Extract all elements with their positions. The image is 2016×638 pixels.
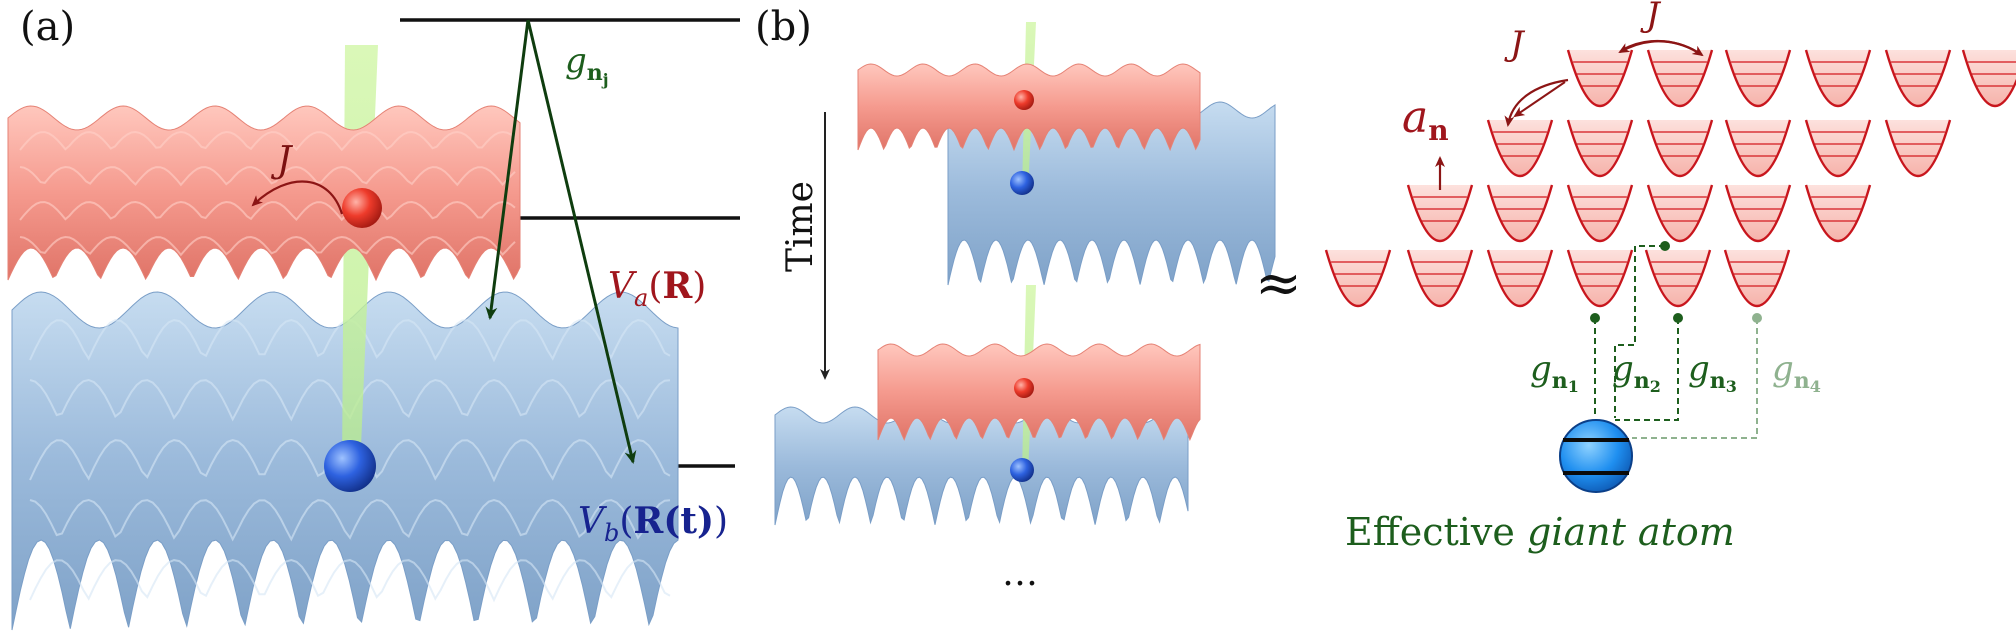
- lattice-ridge: [19, 130, 516, 152]
- well-0-1: [1646, 49, 1714, 108]
- connection-3: [1615, 318, 1679, 421]
- well-1-4: [1804, 119, 1872, 178]
- well-1-2: [1646, 119, 1714, 178]
- panel-b-label: (b): [755, 4, 812, 50]
- panel-a-label: (a): [20, 4, 75, 50]
- connection-4-dot: [1752, 313, 1762, 323]
- time-label: Time: [780, 181, 821, 272]
- well-2-3: [1646, 184, 1714, 243]
- hop-arrow-b2-back: [1618, 40, 1703, 56]
- blue-atom: [324, 440, 376, 492]
- well-1-5: [1884, 119, 1952, 178]
- coupling-label-3: gn3: [1688, 349, 1737, 396]
- well-2-4: [1724, 184, 1792, 243]
- well-3-0: [1324, 249, 1392, 308]
- well-3-2: [1486, 249, 1554, 308]
- lattice-ridge: [19, 165, 516, 187]
- snapshot-1-blue-atom: [1010, 171, 1034, 195]
- snapshot-2: [774, 285, 1201, 526]
- red-atom: [342, 188, 382, 228]
- coupling-label-1: gn1: [1530, 349, 1579, 396]
- potential-a-label: Va(R): [608, 265, 706, 312]
- well-0-5: [1961, 49, 2016, 108]
- hop-arrow-b1-body: [1504, 78, 1569, 127]
- coupling-label-g: gnj: [565, 41, 609, 89]
- coupling-arrow-2: [526, 19, 637, 464]
- well-3-3: [1566, 249, 1634, 308]
- coupling-connections: [1590, 241, 1762, 439]
- well-3-1: [1406, 249, 1474, 308]
- lattice-ridge: [19, 235, 516, 257]
- coupling-label-4: gn4: [1772, 349, 1821, 396]
- giant-atom: [1559, 419, 1633, 493]
- potential-b-label: Vb(R(t)): [578, 500, 728, 547]
- coupling-label-2: gn2: [1612, 349, 1661, 396]
- ellipsis: …: [1002, 553, 1038, 594]
- lattice-ridge: [29, 558, 671, 603]
- lattice-ridge: [19, 200, 516, 222]
- connection-2-dot: [1660, 241, 1670, 251]
- well-0-4: [1884, 49, 1952, 108]
- snapshot-2-red-atom: [1014, 378, 1034, 398]
- mode-label: an: [1402, 92, 1449, 147]
- hop-label-b1: J: [1504, 24, 1526, 64]
- well-array: [1324, 49, 2016, 308]
- connection-2: [1614, 245, 1665, 418]
- lattice-ridge: [29, 498, 671, 542]
- well-2-0: [1406, 184, 1474, 243]
- panel-a: (a) J gnj Va(R) Vb(R(t)): [7, 4, 740, 631]
- red-lattice-surface: [7, 105, 521, 282]
- hop-arrow-b1: [1513, 81, 1566, 118]
- panel-b: (b) Time … ≈ J J a: [755, 0, 2016, 594]
- well-3-5: [1723, 249, 1791, 308]
- hop-arrow-a: [251, 180, 344, 215]
- well-1-1: [1566, 119, 1634, 178]
- well-2-1: [1486, 184, 1554, 243]
- well-0-2: [1724, 49, 1792, 108]
- snapshot-1: [857, 22, 1276, 286]
- hop-label-b2: J: [1640, 0, 1662, 35]
- well-0-3: [1804, 49, 1872, 108]
- well-3-4: [1644, 249, 1712, 308]
- well-1-0: [1486, 119, 1554, 178]
- connection-1-dot: [1590, 313, 1600, 323]
- connection-3-dot: [1673, 313, 1683, 323]
- snapshot-1-red-atom: [1014, 90, 1034, 110]
- giant-atom-caption: Effective giant atom: [1345, 510, 1735, 554]
- approx-symbol: ≈: [1255, 251, 1302, 316]
- coupling-arrow-1: [485, 19, 530, 320]
- well-0-0: [1566, 49, 1634, 108]
- well-2-5: [1804, 184, 1872, 243]
- snapshot-2-blue-atom: [1010, 458, 1034, 482]
- well-2-2: [1566, 184, 1634, 243]
- connection-4: [1632, 318, 1758, 439]
- well-1-3: [1724, 119, 1792, 178]
